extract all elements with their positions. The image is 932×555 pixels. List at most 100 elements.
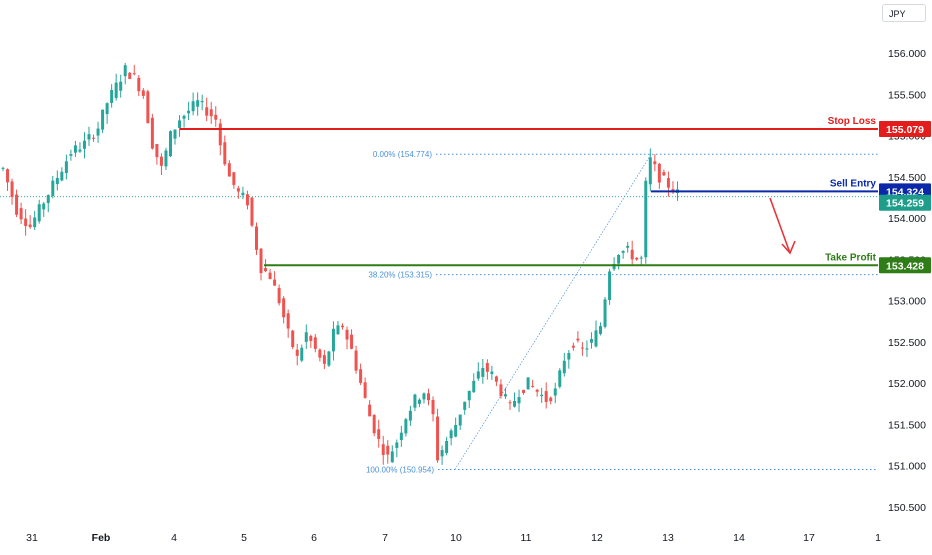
candle [408,405,412,426]
candle [445,436,449,456]
candle [458,414,462,430]
candle [19,202,23,225]
price-tick-label: 153.000 [888,296,926,308]
candle-body [499,384,503,397]
price-tick-label: 152.500 [888,337,926,349]
candle-body [46,195,50,204]
candle [666,171,670,197]
candle [282,296,286,324]
fib-level-label: 38.20% (153.315) [368,271,432,280]
price-badge [879,194,931,211]
candle [105,102,109,124]
candle [576,331,580,343]
candle [6,168,10,191]
candle-body [417,399,421,404]
price-axis[interactable]: 156.000155.500155.000154.500154.000153.5… [878,0,932,550]
candle-body [653,161,657,165]
candle [526,377,530,390]
candle-body [544,391,548,402]
candle [232,171,236,189]
candle-body [6,169,10,183]
candle-body [327,351,331,366]
candle-body [354,350,358,371]
candle-body [69,154,73,156]
candle [345,326,349,350]
candle [431,396,435,422]
candle-body [517,397,521,404]
candle-body [92,137,96,139]
candle [585,340,589,357]
candle-body [182,115,186,119]
candle-body [110,89,114,103]
candle [413,393,417,412]
candle [241,186,245,200]
candle-body [567,353,571,360]
candle [322,349,326,370]
candle [589,332,593,349]
time-tick-label: 1 [875,532,881,544]
candle [318,348,322,362]
candle-body [282,298,286,318]
currency-label[interactable]: JPY [882,4,926,22]
candle-body [522,389,526,393]
candle-body [268,272,272,280]
candle-body [245,194,249,206]
candle [368,400,372,417]
candle [544,382,548,409]
levels-layer: Stop Loss Sell Entry Take Profit [180,116,878,267]
candle-body [350,334,354,349]
candle [28,215,32,229]
candle [132,64,136,76]
candle [653,154,657,172]
candle [309,334,313,348]
candle [508,399,512,410]
candle-body [608,271,612,300]
candle [236,185,240,199]
candle [440,445,444,465]
time-axis[interactable]: 31 Feb 4 5 6 7 10 11 12 13 14 17 1 [26,532,881,544]
candle [141,88,145,99]
candle [449,428,453,446]
candle [101,109,105,134]
candle [24,209,28,236]
time-tick-label: 11 [521,532,532,544]
candle [159,153,163,176]
candle [463,401,467,415]
candle-body [603,299,607,327]
candle-body [304,332,308,342]
candle-body [549,397,553,402]
candle-body [626,245,630,248]
candle [363,377,367,399]
candle [82,132,86,159]
candle-body [454,424,458,437]
candle-body [359,369,363,383]
candle-body [458,414,462,426]
candle-body [101,109,105,130]
candle [513,392,517,408]
candle-body [33,217,37,228]
down-arrow-icon [769,197,796,255]
time-tick-label: 4 [171,532,177,544]
candle-body [463,401,467,410]
candle [558,368,562,389]
candle-body [60,171,64,181]
candle-body [55,177,59,185]
candle [10,178,14,205]
candle-body [648,157,652,185]
candle [531,379,535,388]
candle-body [309,335,313,341]
candle [69,149,73,161]
candle-body [223,142,227,165]
candle-body [137,77,141,92]
candle-body [241,192,245,196]
candle-body [150,117,154,149]
time-tick-label: 14 [733,532,745,544]
candle [377,419,381,448]
candle [503,387,507,399]
candle-body [621,250,625,253]
candle [467,390,471,409]
fib-trend-line[interactable] [454,154,652,470]
candle [327,350,331,367]
candle-body [345,329,349,340]
